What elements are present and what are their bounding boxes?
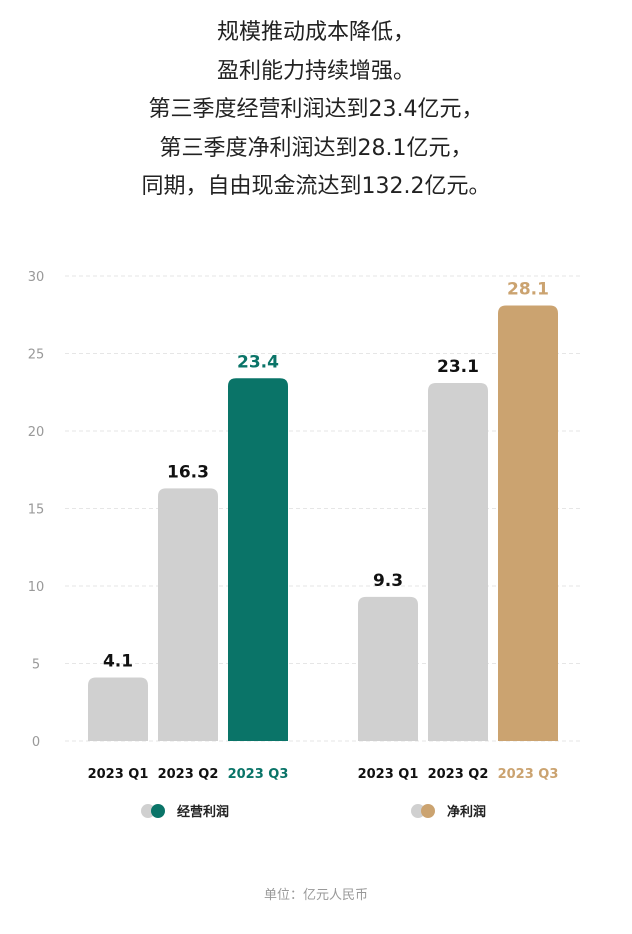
headline-line: 规模推动成本降低，: [216, 20, 415, 45]
headline: 规模推动成本降低， 盈利能力持续增强。 第三季度经营利润达到23.4亿元， 第三…: [0, 14, 632, 207]
legend-swatch-icon: [421, 804, 435, 818]
x-tick-label: 2023 Q2: [158, 767, 219, 782]
x-tick-label: 2023 Q1: [358, 767, 419, 782]
bar: [498, 305, 558, 741]
bar: [88, 677, 148, 741]
data-label: 23.1: [437, 357, 479, 377]
x-tick-label: 2023 Q3: [228, 767, 289, 782]
headline-line: 同期，自由现金流达到132.2亿元。: [141, 174, 491, 199]
legend-label: 净利润: [447, 804, 486, 820]
bar: [358, 596, 418, 741]
y-tick-label: 5: [32, 658, 40, 673]
data-label: 28.1: [507, 279, 549, 299]
headline-line: 第三季度净利润达到28.1亿元，: [159, 135, 473, 161]
legend-swatch-icon: [411, 804, 425, 818]
y-tick-label: 10: [28, 580, 45, 595]
legend-swatch-icon: [151, 804, 165, 818]
legend-swatch-icon: [141, 804, 155, 818]
y-tick-label: 30: [28, 270, 45, 285]
bar: [228, 378, 288, 741]
headline-line: 第三季度经营利润达到23.4亿元，: [148, 97, 484, 122]
bar: [428, 382, 488, 741]
data-label: 4.1: [103, 651, 133, 671]
y-tick-label: 20: [28, 425, 45, 440]
y-tick-label: 25: [28, 348, 45, 363]
x-tick-label: 2023 Q1: [88, 767, 149, 782]
x-tick-label: 2023 Q2: [428, 767, 489, 782]
x-tick-label: 2023 Q3: [498, 767, 559, 782]
headline-line: 盈利能力持续增强。: [216, 58, 415, 84]
unit-note: 单位：亿元人民币: [263, 888, 368, 903]
y-tick-label: 15: [28, 503, 45, 518]
data-label: 9.3: [373, 571, 403, 591]
data-label: 23.4: [237, 352, 279, 372]
legend-label: 经营利润: [177, 804, 229, 820]
data-label: 16.3: [167, 462, 209, 482]
y-tick-label: 0: [32, 735, 40, 750]
bar: [158, 488, 218, 741]
